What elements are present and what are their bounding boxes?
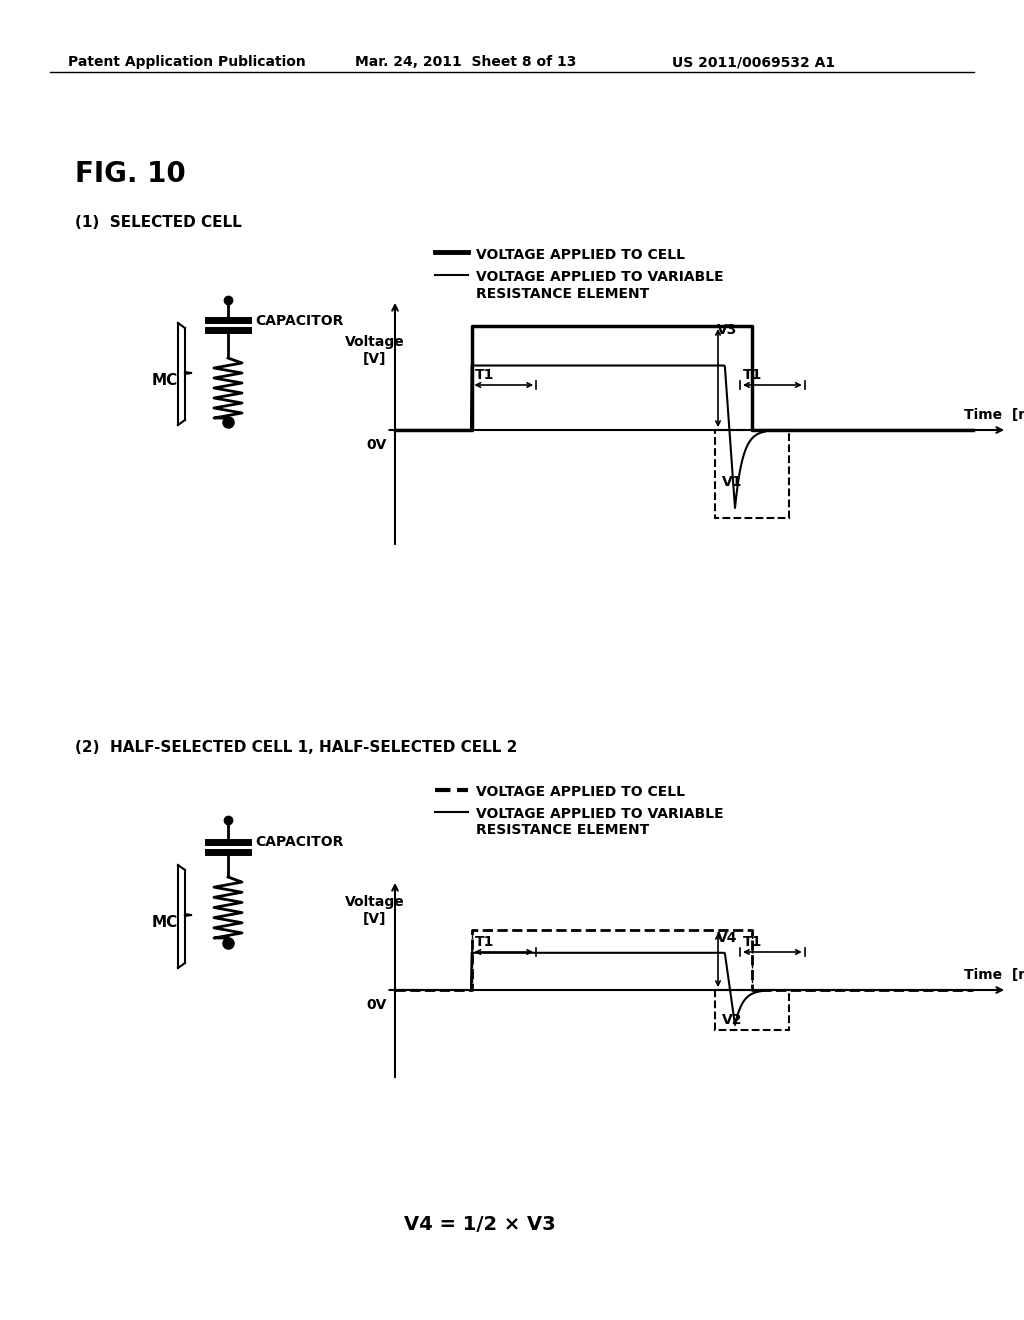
Text: MC: MC: [152, 374, 178, 388]
Text: T1: T1: [743, 368, 763, 381]
Text: VOLTAGE APPLIED TO VARIABLE: VOLTAGE APPLIED TO VARIABLE: [476, 271, 724, 284]
Text: Voltage: Voltage: [345, 895, 404, 909]
Text: Mar. 24, 2011  Sheet 8 of 13: Mar. 24, 2011 Sheet 8 of 13: [355, 55, 577, 69]
Text: RESISTANCE ELEMENT: RESISTANCE ELEMENT: [476, 286, 649, 301]
Text: Patent Application Publication: Patent Application Publication: [68, 55, 306, 69]
Text: T1: T1: [474, 368, 494, 381]
Text: 0V: 0V: [367, 998, 387, 1012]
Text: MC: MC: [152, 915, 178, 931]
Text: RESISTANCE ELEMENT: RESISTANCE ELEMENT: [476, 822, 649, 837]
Text: V1: V1: [722, 475, 742, 488]
Text: (2)  HALF-SELECTED CELL 1, HALF-SELECTED CELL 2: (2) HALF-SELECTED CELL 1, HALF-SELECTED …: [75, 741, 517, 755]
Text: CAPACITOR: CAPACITOR: [255, 836, 343, 849]
Text: Time  [ns]: Time [ns]: [965, 408, 1024, 422]
Text: T1: T1: [474, 935, 494, 949]
Text: Time  [ns]: Time [ns]: [965, 968, 1024, 982]
Text: V4 = 1/2 × V3: V4 = 1/2 × V3: [404, 1214, 556, 1234]
Text: Voltage: Voltage: [345, 335, 404, 348]
Text: US 2011/0069532 A1: US 2011/0069532 A1: [672, 55, 836, 69]
Text: [V]: [V]: [362, 912, 386, 927]
Bar: [715, 430, 790, 517]
Text: CAPACITOR: CAPACITOR: [255, 314, 343, 327]
Text: V2: V2: [722, 1012, 742, 1027]
Text: 0V: 0V: [367, 438, 387, 451]
Text: [V]: [V]: [362, 352, 386, 366]
Text: (1)  SELECTED CELL: (1) SELECTED CELL: [75, 215, 242, 230]
Text: VOLTAGE APPLIED TO CELL: VOLTAGE APPLIED TO CELL: [476, 248, 685, 261]
Bar: [715, 990, 790, 1030]
Text: V4: V4: [717, 931, 737, 945]
Text: FIG. 10: FIG. 10: [75, 160, 185, 187]
Text: T1: T1: [743, 935, 763, 949]
Text: VOLTAGE APPLIED TO CELL: VOLTAGE APPLIED TO CELL: [476, 785, 685, 799]
Text: VOLTAGE APPLIED TO VARIABLE: VOLTAGE APPLIED TO VARIABLE: [476, 807, 724, 821]
Text: V3: V3: [717, 323, 737, 337]
